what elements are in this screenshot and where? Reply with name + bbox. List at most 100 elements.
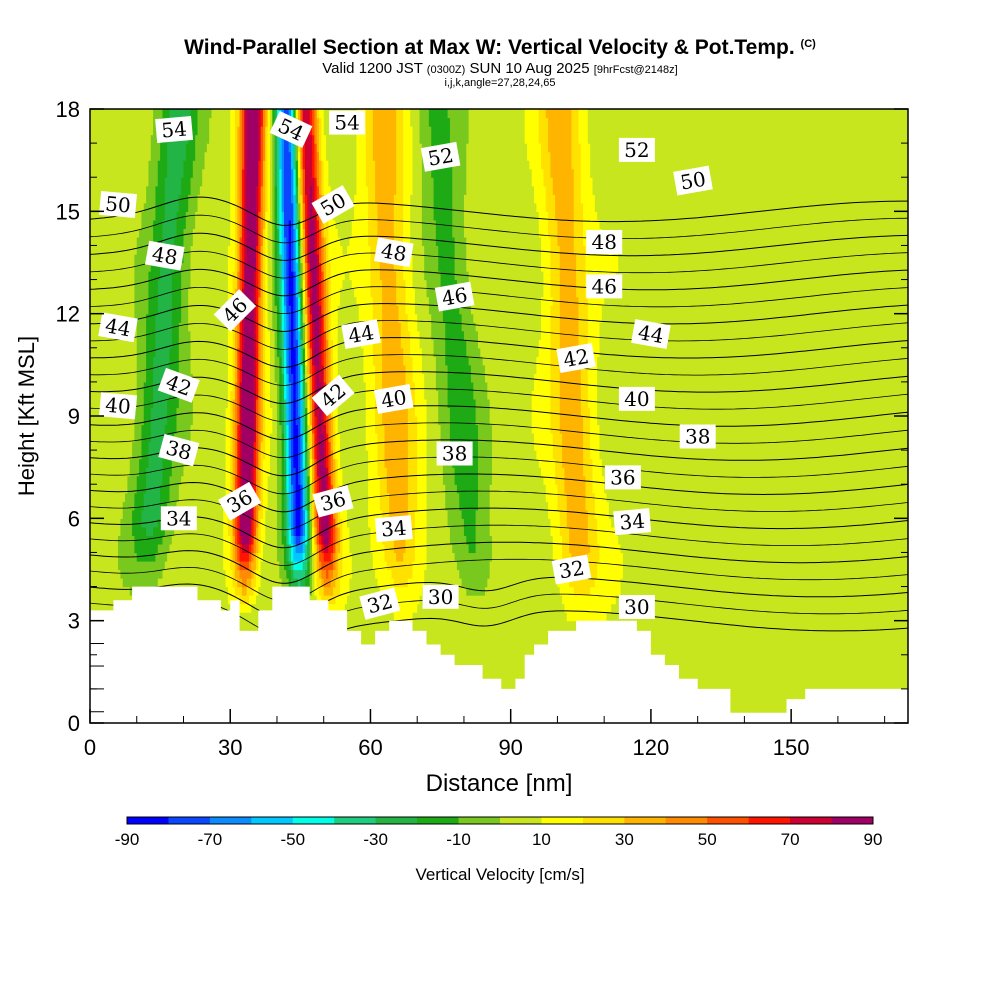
velocity-cell: [283, 253, 287, 264]
velocity-cell: [262, 373, 266, 383]
velocity-cell: [283, 236, 287, 247]
velocity-cell: [281, 322, 285, 332]
velocity-cell: [335, 560, 339, 571]
velocity-cell: [197, 202, 231, 212]
velocity-cell: [244, 177, 248, 187]
velocity-cell: [153, 228, 164, 238]
velocity-cell: [155, 339, 173, 349]
velocity-cell: [262, 381, 266, 392]
velocity-cell: [541, 253, 552, 264]
velocity-cell: [300, 288, 304, 298]
velocity-cell: [309, 245, 315, 255]
velocity-cell: [326, 356, 329, 366]
velocity-cell: [251, 518, 255, 528]
velocity-cell: [241, 433, 255, 443]
velocity-cell: [531, 168, 545, 178]
velocity-cell: [435, 381, 449, 392]
title-copyright: (C): [800, 38, 816, 50]
velocity-cell: [239, 364, 243, 374]
velocity-cell: [234, 416, 238, 426]
velocity-cell: [302, 552, 306, 562]
velocity-cell: [260, 228, 264, 238]
velocity-cell: [150, 143, 161, 153]
velocity-cell: [587, 126, 908, 136]
velocity-cell: [286, 253, 290, 264]
velocity-cell: [321, 595, 336, 605]
velocity-cell: [262, 236, 266, 247]
velocity-cell: [337, 526, 341, 536]
velocity-cell: [550, 160, 573, 170]
velocity-cell: [484, 373, 535, 383]
velocity-cell: [251, 467, 255, 477]
velocity-cell: [171, 535, 224, 545]
velocity-cell: [195, 219, 231, 229]
velocity-cell: [150, 416, 168, 426]
velocity-cell: [176, 424, 192, 434]
velocity-cell: [452, 543, 470, 554]
velocity-cell: [477, 467, 493, 477]
velocity-cell: [295, 245, 299, 255]
velocity-cell: [167, 168, 185, 178]
velocity-cell: [279, 322, 283, 332]
velocity-cell: [548, 134, 573, 144]
velocity-cell: [234, 356, 238, 366]
velocity-cell: [302, 484, 306, 494]
velocity-cell: [321, 475, 327, 485]
velocity-cell: [234, 475, 238, 485]
velocity-cell: [262, 416, 266, 426]
velocity-cell: [288, 501, 292, 511]
velocity-cell: [267, 262, 273, 272]
velocity-cell: [302, 543, 306, 554]
velocity-cell: [281, 390, 285, 400]
velocity-cell: [333, 467, 336, 477]
velocity-cell: [302, 288, 306, 298]
velocity-cell: [171, 330, 180, 340]
velocity-cell: [316, 245, 320, 255]
velocity-cell: [255, 518, 259, 528]
velocity-cell: [288, 373, 294, 383]
velocity-cell: [148, 450, 164, 460]
velocity-cell: [90, 228, 140, 238]
velocity-cell: [412, 560, 428, 571]
velocity-cell: [260, 433, 264, 443]
velocity-cell: [585, 501, 596, 511]
velocity-cell: [424, 381, 437, 392]
velocity-cell: [337, 467, 344, 477]
velocity-cell: [239, 509, 252, 519]
velocity-cell: [550, 288, 561, 298]
velocity-cell: [239, 450, 243, 460]
velocity-cell: [417, 416, 428, 426]
velocity-cell: [239, 168, 243, 178]
velocity-cell: [281, 356, 285, 366]
velocity-cell: [232, 578, 238, 588]
velocity-cell: [328, 569, 334, 579]
velocity-cell: [414, 518, 428, 528]
velocity-cell: [90, 671, 908, 681]
velocity-cell: [445, 484, 458, 494]
velocity-cell: [276, 305, 280, 315]
velocity-cell: [314, 560, 318, 571]
velocity-cell: [302, 109, 311, 119]
velocity-cell: [253, 441, 257, 451]
velocity-cell: [90, 168, 150, 178]
velocity-cell: [333, 535, 336, 545]
velocity-cell: [379, 501, 390, 511]
velocity-cell: [312, 322, 315, 332]
velocity-cell: [298, 364, 301, 374]
contour-label: 34: [613, 508, 652, 536]
contour-label-text: 54: [334, 111, 359, 135]
velocity-cell: [335, 552, 339, 562]
velocity-cell: [281, 373, 285, 383]
velocity-cell: [559, 271, 577, 281]
velocity-cell: [286, 475, 290, 485]
velocity-cell: [335, 424, 339, 434]
velocity-cell: [300, 390, 304, 400]
velocity-cell: [190, 433, 227, 443]
velocity-cell: [550, 279, 561, 289]
velocity-cell: [234, 202, 238, 212]
velocity-cell: [368, 202, 379, 212]
velocity-cell: [316, 288, 320, 298]
velocity-cell: [302, 526, 306, 536]
velocity-cell: [305, 288, 308, 298]
velocity-cell: [344, 484, 369, 494]
